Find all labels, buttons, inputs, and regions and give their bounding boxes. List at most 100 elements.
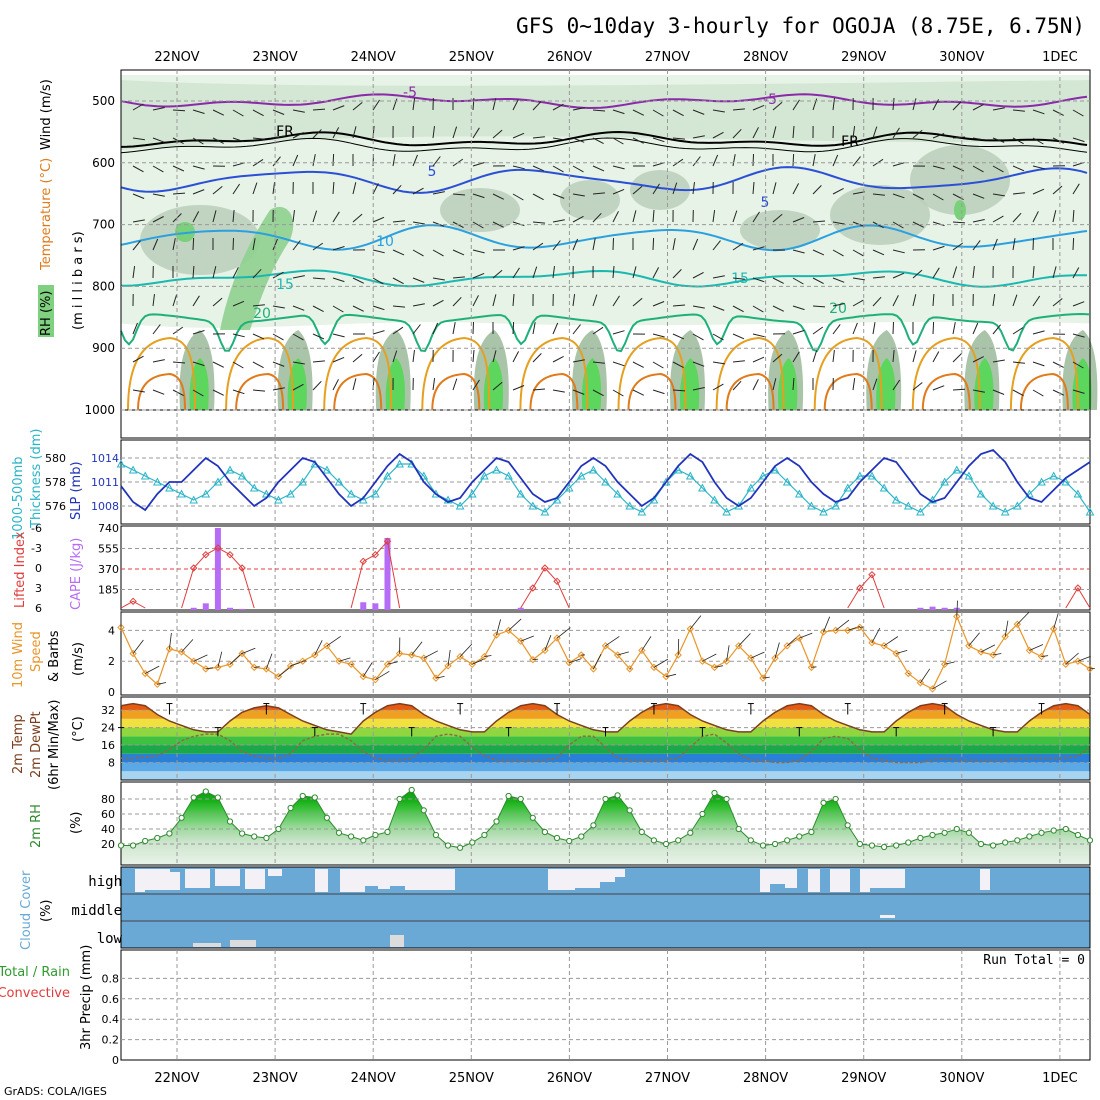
wind-barb bbox=[332, 379, 339, 391]
wind-barb bbox=[652, 389, 665, 395]
wind-barb bbox=[612, 237, 614, 251]
wind-speed-point bbox=[262, 665, 271, 673]
wind-barb bbox=[1052, 266, 1057, 279]
cape-bar bbox=[190, 607, 197, 610]
thickness-point bbox=[189, 495, 199, 504]
wind-barb bbox=[492, 193, 505, 200]
wind-speed-point bbox=[335, 657, 343, 665]
wind-barb bbox=[872, 249, 885, 256]
wind-barb bbox=[772, 277, 784, 284]
slp-line bbox=[120, 448, 1091, 512]
wind-barb bbox=[972, 219, 985, 223]
wind-barb bbox=[932, 293, 935, 307]
precip-tick: 0 bbox=[112, 1054, 119, 1067]
wind-barb bbox=[677, 638, 680, 656]
wind-barb bbox=[472, 379, 480, 391]
contour-25 bbox=[127, 336, 196, 411]
wind-barb bbox=[312, 108, 326, 111]
wind-barb bbox=[920, 668, 931, 683]
thickness-point bbox=[516, 489, 526, 498]
wind-barb bbox=[312, 242, 324, 251]
wind-barb bbox=[792, 277, 804, 285]
rh-point bbox=[335, 829, 343, 836]
wind-barb bbox=[232, 137, 245, 143]
wind-barb bbox=[835, 619, 850, 631]
wind-barb bbox=[832, 350, 835, 363]
wind-barb bbox=[332, 305, 344, 313]
wind-speed-point bbox=[1086, 665, 1094, 673]
wind-barb bbox=[652, 361, 664, 369]
wind-barb bbox=[732, 305, 744, 313]
thickness-point bbox=[807, 501, 816, 510]
wind-speed-point bbox=[383, 660, 392, 668]
precip-tick: 0.6 bbox=[102, 993, 120, 1006]
wind-legend-label: Wind (m/s) bbox=[39, 79, 54, 150]
wind-barb bbox=[952, 101, 962, 111]
thickness-tick: 578 bbox=[45, 476, 66, 489]
rh-point bbox=[481, 831, 488, 839]
cape-bar bbox=[239, 608, 246, 610]
rh-point bbox=[772, 840, 779, 848]
li-point bbox=[541, 564, 549, 572]
rh-point bbox=[687, 829, 694, 836]
wind-barb bbox=[572, 107, 585, 111]
wind-barb bbox=[872, 296, 882, 307]
wind-barb bbox=[872, 276, 885, 279]
wind-speed-point bbox=[274, 672, 283, 681]
wind-barb bbox=[332, 181, 335, 195]
rh-units: (%) bbox=[69, 812, 84, 835]
wind-speed-point bbox=[129, 649, 137, 658]
wind-barb bbox=[652, 209, 655, 223]
rh-point bbox=[663, 840, 670, 848]
slp-tick: 1014 bbox=[91, 452, 119, 465]
wind-barb bbox=[552, 322, 559, 335]
wind-barb bbox=[352, 277, 365, 284]
cloud-gap bbox=[315, 869, 328, 892]
li-tick: -6 bbox=[31, 522, 42, 535]
wind-barb bbox=[512, 351, 520, 363]
wind-barb bbox=[132, 137, 145, 141]
rh-point bbox=[444, 842, 452, 849]
wind-barb bbox=[972, 165, 984, 173]
wind-barb bbox=[492, 350, 497, 363]
wind-barb bbox=[832, 277, 845, 283]
contour-30 bbox=[333, 372, 383, 411]
wind-barb bbox=[792, 305, 805, 311]
wind-barb bbox=[732, 360, 745, 363]
temp-band bbox=[121, 762, 1090, 772]
contour-label: FR bbox=[276, 124, 294, 140]
wind-barb bbox=[811, 666, 817, 668]
thickness-point bbox=[165, 483, 174, 492]
cloud-gap bbox=[760, 869, 770, 892]
wind-barb bbox=[1072, 109, 1084, 117]
thickness-point bbox=[843, 483, 853, 492]
wind-barb bbox=[145, 665, 160, 674]
wind-barb bbox=[435, 676, 445, 679]
wind-barb bbox=[1052, 210, 1057, 223]
wind-barb bbox=[912, 193, 924, 200]
precip-frame bbox=[120, 949, 1091, 1061]
rh-point bbox=[675, 837, 682, 844]
wind-barb bbox=[432, 277, 445, 281]
bottom-date-1DEC: 1DEC bbox=[1042, 1071, 1078, 1086]
wind-barb bbox=[1072, 209, 1075, 223]
wind-barb bbox=[484, 655, 492, 657]
wind-speed-point bbox=[165, 645, 174, 653]
wind-barb bbox=[312, 333, 325, 340]
cloud-gap bbox=[575, 869, 600, 888]
wind-speed-point bbox=[504, 626, 513, 635]
cape-bar bbox=[517, 607, 524, 610]
temp-legend-label: Temperature (°C) bbox=[39, 158, 54, 271]
wind-barb bbox=[852, 378, 856, 391]
wind-barb bbox=[792, 351, 800, 363]
wind-barb bbox=[492, 129, 503, 139]
wind-barb bbox=[752, 211, 760, 223]
rh-green-blob bbox=[175, 222, 195, 242]
wind-barb bbox=[512, 99, 519, 111]
thickness-point bbox=[589, 465, 598, 474]
wind-barb bbox=[972, 137, 985, 141]
wind-barb bbox=[712, 333, 724, 341]
temp-band bbox=[121, 771, 1090, 780]
wind-barb bbox=[892, 350, 895, 363]
thickness-point bbox=[758, 471, 768, 480]
